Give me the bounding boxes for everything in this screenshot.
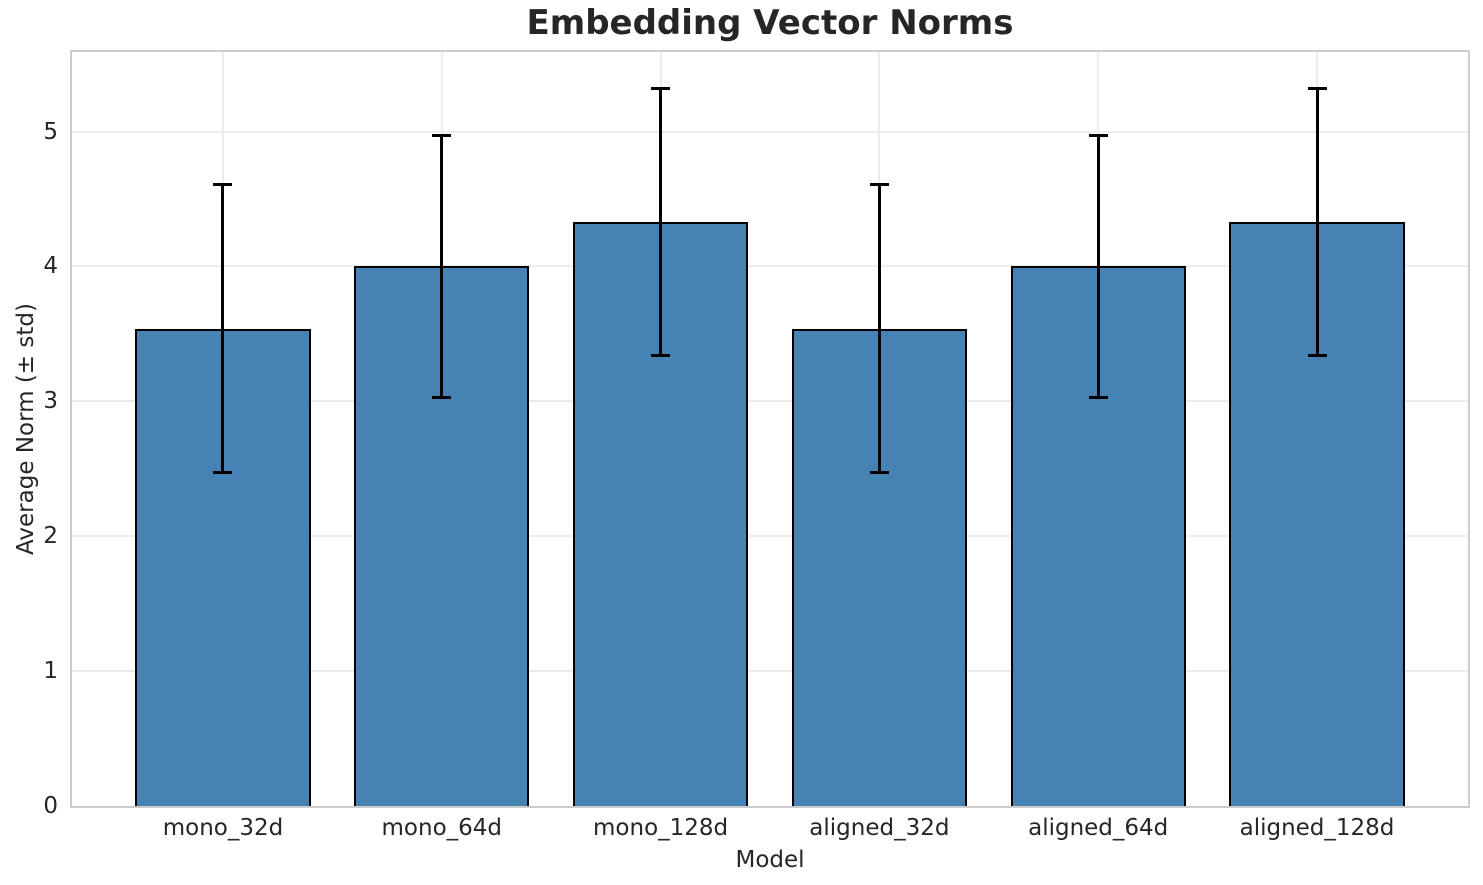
x-axis-label: Model [735, 847, 805, 873]
x-tick-label: mono_64d [381, 815, 503, 841]
error-bar-cap-top [213, 182, 233, 186]
error-bar-cap-bottom [1088, 395, 1108, 399]
y-gridline [72, 130, 1468, 133]
y-gridline [72, 400, 1468, 403]
x-tick-label: aligned_32d [809, 815, 950, 841]
y-tick-label: 4 [43, 253, 58, 280]
error-bar-cap-top [651, 86, 671, 90]
error-bar-cap-bottom [432, 395, 452, 399]
error-bar-stem [1096, 135, 1100, 398]
error-bar-cap-bottom [213, 471, 233, 475]
error-bar-stem [1315, 88, 1319, 356]
x-tick-label: mono_32d [162, 815, 284, 841]
y-tick-label: 2 [43, 523, 58, 550]
y-tick-label: 0 [43, 793, 58, 819]
y-gridline [72, 670, 1468, 673]
error-bar-cap-top [1088, 134, 1108, 138]
x-tick-label: aligned_64d [1028, 815, 1169, 841]
error-bar-cap-top [1307, 86, 1327, 90]
y-gridline [72, 535, 1468, 538]
y-axis-label: Average Norm (± std) [13, 303, 39, 555]
error-bar-cap-bottom [1307, 353, 1327, 357]
chart-title: Embedding Vector Norms [526, 3, 1014, 43]
error-bar-stem [440, 135, 444, 398]
error-bar-cap-bottom [869, 471, 889, 475]
y-tick-label: 5 [43, 118, 58, 145]
error-bar-stem [659, 88, 663, 356]
y-tick-label: 1 [43, 658, 58, 685]
plot-area [70, 50, 1470, 808]
error-bar-cap-top [432, 134, 452, 138]
x-tick-label: mono_128d [593, 815, 729, 841]
y-tick-label: 3 [43, 388, 58, 415]
error-bar-cap-bottom [651, 353, 671, 357]
y-gridline [72, 265, 1468, 268]
error-bar-stem [221, 184, 225, 473]
bar-mono_32d [135, 328, 311, 806]
error-bar-cap-top [869, 182, 889, 186]
x-tick-label: aligned_128d [1239, 815, 1395, 841]
error-bar-stem [877, 184, 881, 473]
